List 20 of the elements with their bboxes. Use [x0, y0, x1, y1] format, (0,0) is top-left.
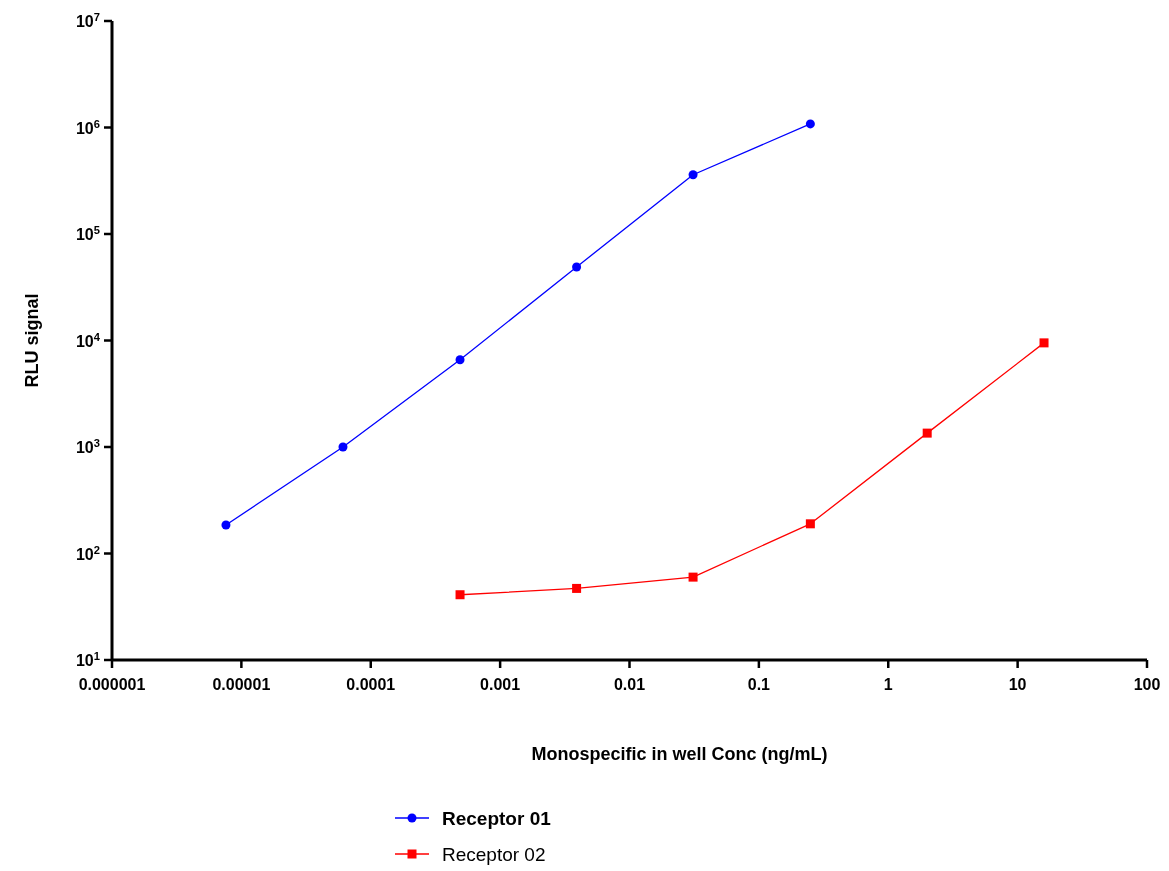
legend-label: Receptor 02: [442, 844, 546, 865]
x-tick-label: 0.001: [480, 676, 521, 693]
x-tick-label: 0.00001: [212, 676, 271, 693]
x-axis-title: Monospecific in well Conc (ng/mL): [531, 744, 828, 764]
x-tick-label: 10: [1008, 676, 1027, 693]
y-tick-label: 10$^{7}$: [75, 11, 100, 30]
y-tick-label: 10$^{5}$: [75, 224, 100, 243]
y-tick-label: 10$^{6}$: [75, 117, 100, 137]
x-tick-label: 0.000001: [78, 676, 146, 693]
y-tick-label: 10$^{4}$: [75, 330, 101, 350]
x-tick-label: 0.0001: [346, 676, 396, 693]
x-tick-label: 100: [1133, 676, 1161, 693]
y-axis-title: RLU signal: [22, 293, 42, 388]
x-tick-label: 0.01: [613, 676, 646, 693]
x-tick-label: 0.1: [747, 676, 771, 693]
legend-label: Receptor 01: [442, 808, 552, 829]
x-tick-label: 1: [883, 676, 893, 693]
y-tick-label: 10$^{2}$: [75, 543, 100, 563]
y-tick-label: 10$^{3}$: [75, 437, 100, 456]
y-tick-label: 10$^{1}$: [75, 650, 100, 669]
